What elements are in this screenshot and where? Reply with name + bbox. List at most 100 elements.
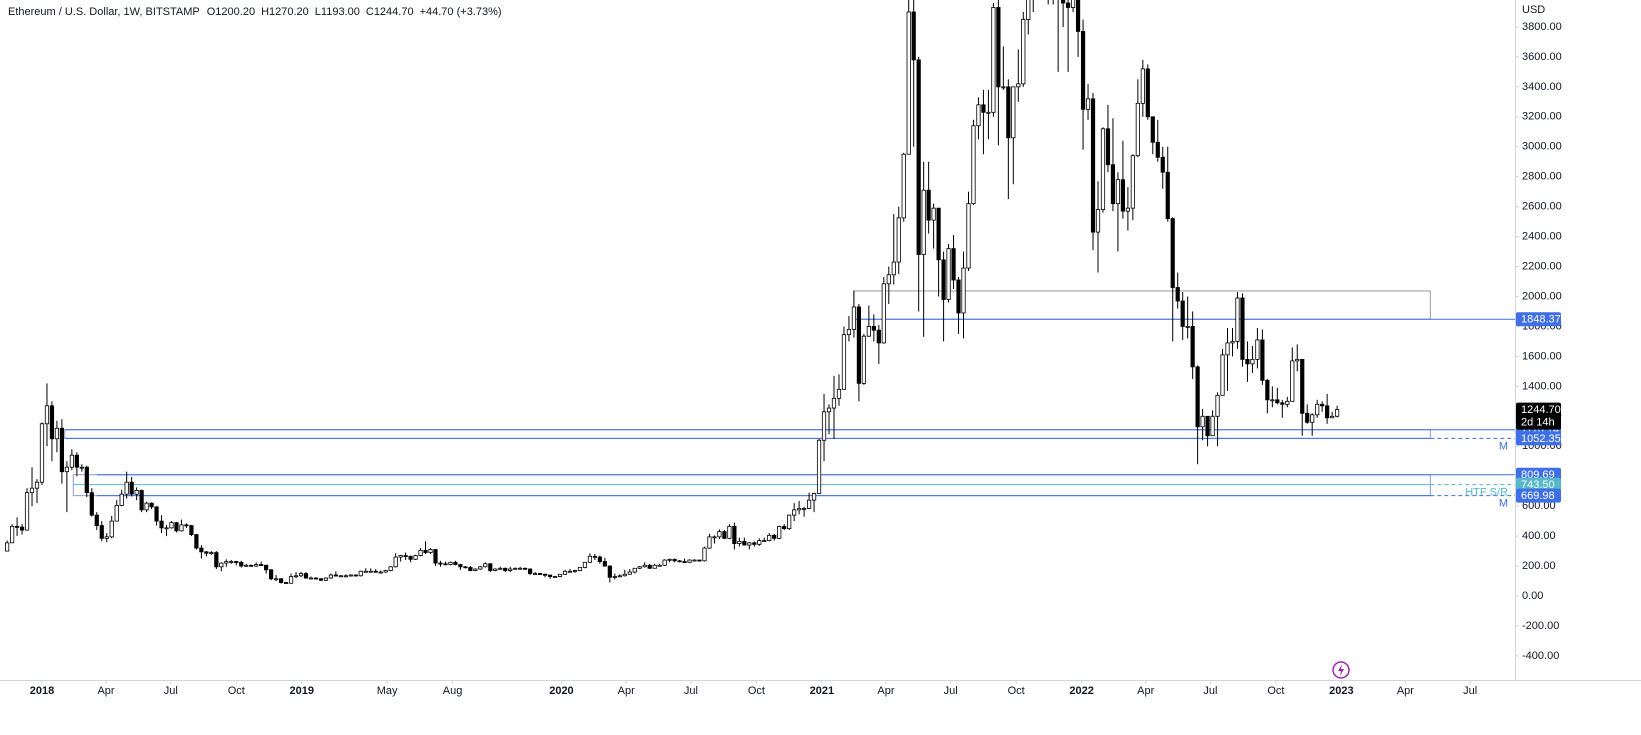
candle-body [557,573,563,577]
candle-body [488,563,493,571]
candle-body [572,570,578,572]
candle-body [797,507,802,511]
candle-body [303,573,309,579]
candle-body [234,561,239,563]
candle-body [1120,179,1126,212]
candle-body [1220,354,1225,396]
candle-body [861,335,866,384]
candle-body [961,267,966,314]
candle-body [916,59,921,255]
candle-body [607,565,612,578]
candle-body [1180,300,1185,327]
chart-title: Ethereum / U.S. Dollar, 1W, BITSTAMP [8,6,200,18]
candle-body [493,568,498,571]
candle-body [792,509,797,516]
candle-body [84,466,89,494]
candle-body [239,561,244,567]
candle-body [851,306,857,330]
candle-body [1001,86,1006,89]
candle-body [597,556,602,562]
candle-body [184,524,189,527]
candle-body [991,7,996,113]
candle-body [64,466,69,473]
candle-body [423,549,428,553]
candle-body [343,575,348,578]
candle-body [687,559,692,563]
candle-body [981,104,986,113]
y-tick-label: 3800.00 [1522,21,1562,33]
candle-body [104,536,109,539]
candle-body [1026,0,1031,20]
candle-body [1215,394,1220,417]
candle-body [1006,86,1011,139]
candle-body [34,481,40,489]
x-tick-label: Jul [1463,685,1477,697]
candle-body [1090,98,1096,233]
candle-body [29,487,35,494]
level-tag: M [1499,440,1508,452]
candle-body [39,423,45,483]
candle-body [1135,102,1140,157]
candle-body [906,11,911,155]
candle-body [298,573,304,577]
y-tick-label: 2600.00 [1522,201,1562,213]
candle-body [1290,360,1295,402]
level-tag: HTF S/R [1465,487,1508,499]
ohlc-value: O1200.20 [207,6,255,18]
ohlc-value: C1244.70 [366,6,414,18]
level-label: 1052.35 [1521,433,1561,445]
x-tick-label: Apr [877,685,894,697]
candle-body [1125,207,1130,212]
candle-body [1265,379,1270,401]
candle-body [762,540,767,542]
candle-body [782,525,787,530]
candle-body [881,283,886,344]
candle-body [99,525,104,539]
candle-body [244,564,249,567]
candle-body [612,576,617,578]
candle-body [458,564,463,568]
candle-body [866,326,871,337]
candle-body [249,564,254,567]
candle-body [333,574,338,577]
candle-body [1334,409,1340,417]
candle-body [722,531,727,539]
candle-body [533,573,538,575]
x-tick-label: 2020 [549,685,573,697]
level-tag: M [1499,498,1508,510]
candle-body [1150,116,1155,143]
y-tick-label: -400.00 [1522,650,1559,662]
candle-body [393,556,398,568]
y-tick-label: 1600.00 [1522,350,1562,362]
candle-body [622,573,627,577]
candle-body [642,564,647,568]
candle-body [1105,128,1111,166]
candle-body [383,570,388,573]
y-tick-label: 3000.00 [1522,141,1562,153]
candle-body [941,259,946,300]
candle-body [1075,0,1081,32]
candle-body [802,507,807,510]
candle-body [712,536,717,539]
y-tick-label: 600.00 [1522,500,1556,512]
candle-body [229,561,234,563]
candle-body [702,547,707,562]
candle-body [577,567,583,571]
candle-body [667,558,672,561]
candle-body [767,534,772,541]
candle-body [54,427,60,440]
y-tick-label: 2400.00 [1522,231,1562,243]
x-tick-label: 2022 [1069,685,1093,697]
candle-body [468,567,473,571]
x-tick-label: Jul [164,685,178,697]
candle-body [896,217,901,263]
candle-body [463,566,468,569]
candle-body [368,570,373,573]
candle-body [139,490,144,511]
y-tick-label: 2000.00 [1522,290,1562,302]
ohlc-value: H1270.20 [261,6,309,18]
candle-body [1275,399,1280,404]
candle-body [453,561,458,565]
candle-body [742,540,747,546]
